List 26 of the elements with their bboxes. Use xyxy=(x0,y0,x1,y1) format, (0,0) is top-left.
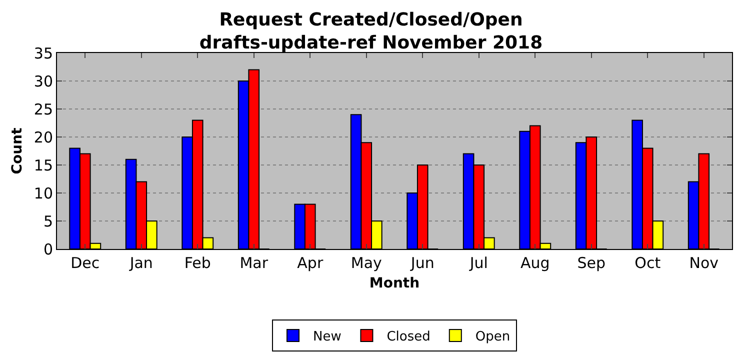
x-tick-label: Dec xyxy=(70,254,100,272)
y-tick-label: 10 xyxy=(34,184,53,202)
x-tick-label: Mar xyxy=(240,254,269,272)
x-tick-label: Aug xyxy=(520,254,550,272)
x-tick-label: Sep xyxy=(577,254,606,272)
x-tick-label: Jul xyxy=(468,254,488,272)
chart-title: Request Created/Closed/Open drafts-update-ref November 2018 xyxy=(199,9,543,54)
legend-label: Closed xyxy=(386,330,430,345)
y-tick-label: 5 xyxy=(43,212,53,230)
y-tick-label: 25 xyxy=(34,100,53,118)
x-tick-label: Jun xyxy=(410,254,434,272)
y-tick-label: 30 xyxy=(34,72,53,90)
x-tick-label: Feb xyxy=(184,254,211,272)
x-tick-label: Jan xyxy=(128,254,153,272)
y-tick-label: 15 xyxy=(34,156,53,174)
y-axis-title: Count xyxy=(10,127,26,174)
y-tick-label: 35 xyxy=(34,44,53,62)
x-axis-title: Month xyxy=(369,275,420,292)
legend-label: Open xyxy=(475,330,510,345)
x-tick-label: May xyxy=(350,254,382,272)
x-tick-label: Oct xyxy=(634,254,661,272)
y-tick-label: 0 xyxy=(43,240,53,258)
x-tick-label: Apr xyxy=(297,254,324,272)
x-tick-label: Nov xyxy=(689,254,719,272)
legend-label: New xyxy=(313,330,342,345)
y-tick-label: 20 xyxy=(34,128,53,146)
